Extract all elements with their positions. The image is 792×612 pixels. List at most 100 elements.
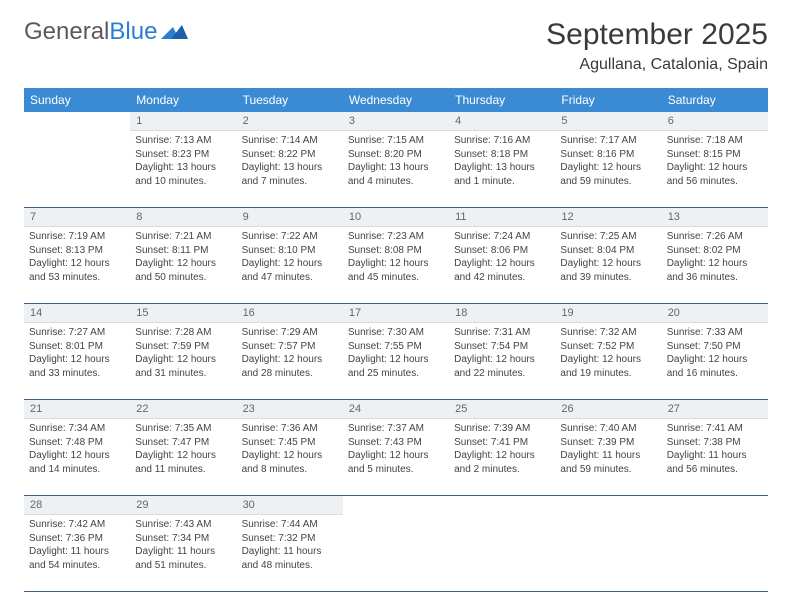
sunset-line: Sunset: 8:22 PM <box>242 148 338 162</box>
day-number: 2 <box>237 112 343 131</box>
sunset-line: Sunset: 7:48 PM <box>29 436 125 450</box>
week-content-row: Sunrise: 7:42 AMSunset: 7:36 PMDaylight:… <box>24 515 768 592</box>
calendar-body: 123456Sunrise: 7:13 AMSunset: 8:23 PMDay… <box>24 112 768 592</box>
daylight-line: and 59 minutes. <box>560 175 656 189</box>
sunrise-line: Sunrise: 7:37 AM <box>348 422 444 436</box>
daylight-line: and 54 minutes. <box>29 559 125 573</box>
weekday-header: Monday <box>130 88 236 112</box>
day-cell <box>343 515 449 592</box>
day-number: 17 <box>343 304 449 323</box>
day-cell: Sunrise: 7:13 AMSunset: 8:23 PMDaylight:… <box>130 131 236 208</box>
sunset-line: Sunset: 8:01 PM <box>29 340 125 354</box>
day-number-cell: 7 <box>24 208 130 228</box>
daylight-line: and 59 minutes. <box>560 463 656 477</box>
daylight-line: Daylight: 12 hours <box>135 353 231 367</box>
daylight-line: and 42 minutes. <box>454 271 550 285</box>
daylight-line: Daylight: 13 hours <box>242 161 338 175</box>
day-cell: Sunrise: 7:25 AMSunset: 8:04 PMDaylight:… <box>555 227 661 304</box>
weekday-header: Sunday <box>24 88 130 112</box>
brand-name: GeneralBlue <box>24 18 157 46</box>
sunset-line: Sunset: 7:47 PM <box>135 436 231 450</box>
daylight-line: and 8 minutes. <box>242 463 338 477</box>
day-number-cell: 8 <box>130 208 236 228</box>
day-number: 7 <box>24 208 130 227</box>
sunrise-line: Sunrise: 7:23 AM <box>348 230 444 244</box>
day-number-cell: 25 <box>449 400 555 420</box>
day-cell <box>449 515 555 592</box>
daylight-line: and 31 minutes. <box>135 367 231 381</box>
sunset-line: Sunset: 7:36 PM <box>29 532 125 546</box>
sunset-line: Sunset: 7:59 PM <box>135 340 231 354</box>
sunrise-line: Sunrise: 7:36 AM <box>242 422 338 436</box>
sunset-line: Sunset: 8:06 PM <box>454 244 550 258</box>
sunset-line: Sunset: 7:52 PM <box>560 340 656 354</box>
daylight-line: Daylight: 12 hours <box>348 257 444 271</box>
daylight-line: and 7 minutes. <box>242 175 338 189</box>
sunrise-line: Sunrise: 7:35 AM <box>135 422 231 436</box>
day-number: 28 <box>24 496 130 515</box>
daylight-line: Daylight: 11 hours <box>29 545 125 559</box>
sunset-line: Sunset: 8:18 PM <box>454 148 550 162</box>
brand-name-part1: General <box>24 18 109 45</box>
day-number-cell: 12 <box>555 208 661 228</box>
day-cell: Sunrise: 7:23 AMSunset: 8:08 PMDaylight:… <box>343 227 449 304</box>
day-cell: Sunrise: 7:40 AMSunset: 7:39 PMDaylight:… <box>555 419 661 496</box>
day-number-cell: 28 <box>24 496 130 516</box>
sunrise-line: Sunrise: 7:22 AM <box>242 230 338 244</box>
daylight-line: and 36 minutes. <box>667 271 763 285</box>
week-content-row: Sunrise: 7:34 AMSunset: 7:48 PMDaylight:… <box>24 419 768 496</box>
daylight-line: and 33 minutes. <box>29 367 125 381</box>
day-number-cell: 11 <box>449 208 555 228</box>
daylight-line: and 1 minute. <box>454 175 550 189</box>
daylight-line: Daylight: 12 hours <box>348 353 444 367</box>
day-number: 5 <box>555 112 661 131</box>
sunset-line: Sunset: 7:34 PM <box>135 532 231 546</box>
daylight-line: and 48 minutes. <box>242 559 338 573</box>
day-number-cell: 3 <box>343 112 449 131</box>
weekday-header: Friday <box>555 88 661 112</box>
day-number-cell: 5 <box>555 112 661 131</box>
day-number-cell: 10 <box>343 208 449 228</box>
day-number: 13 <box>662 208 768 227</box>
daylight-line: and 47 minutes. <box>242 271 338 285</box>
day-cell: Sunrise: 7:42 AMSunset: 7:36 PMDaylight:… <box>24 515 130 592</box>
daylight-line: and 45 minutes. <box>348 271 444 285</box>
sunrise-line: Sunrise: 7:31 AM <box>454 326 550 340</box>
day-cell: Sunrise: 7:44 AMSunset: 7:32 PMDaylight:… <box>237 515 343 592</box>
day-number-cell: 13 <box>662 208 768 228</box>
daylight-line: Daylight: 11 hours <box>560 449 656 463</box>
daylight-line: Daylight: 12 hours <box>454 257 550 271</box>
day-number: 9 <box>237 208 343 227</box>
day-number: 24 <box>343 400 449 419</box>
daylight-line: and 51 minutes. <box>135 559 231 573</box>
sunset-line: Sunset: 8:10 PM <box>242 244 338 258</box>
day-cell: Sunrise: 7:26 AMSunset: 8:02 PMDaylight:… <box>662 227 768 304</box>
day-number-cell: 29 <box>130 496 236 516</box>
daylight-line: and 50 minutes. <box>135 271 231 285</box>
sunrise-line: Sunrise: 7:28 AM <box>135 326 231 340</box>
day-cell: Sunrise: 7:14 AMSunset: 8:22 PMDaylight:… <box>237 131 343 208</box>
weekday-header: Thursday <box>449 88 555 112</box>
daylight-line: Daylight: 12 hours <box>560 353 656 367</box>
header: GeneralBlue September 2025 Agullana, Cat… <box>24 18 768 74</box>
daylight-line: and 56 minutes. <box>667 175 763 189</box>
day-number-cell <box>343 496 449 516</box>
day-number: 10 <box>343 208 449 227</box>
daylight-line: Daylight: 13 hours <box>454 161 550 175</box>
daylight-line: Daylight: 12 hours <box>454 353 550 367</box>
day-number-cell: 19 <box>555 304 661 324</box>
day-number-cell: 27 <box>662 400 768 420</box>
day-cell: Sunrise: 7:29 AMSunset: 7:57 PMDaylight:… <box>237 323 343 400</box>
sunset-line: Sunset: 7:55 PM <box>348 340 444 354</box>
sunrise-line: Sunrise: 7:34 AM <box>29 422 125 436</box>
sunrise-line: Sunrise: 7:44 AM <box>242 518 338 532</box>
sunrise-line: Sunrise: 7:32 AM <box>560 326 656 340</box>
day-number-cell: 22 <box>130 400 236 420</box>
day-cell <box>24 131 130 208</box>
daylight-line: Daylight: 12 hours <box>29 449 125 463</box>
flag-icon <box>161 22 189 42</box>
weekday-header: Saturday <box>662 88 768 112</box>
brand-logo: GeneralBlue <box>24 18 189 46</box>
week-daynum-row: 123456 <box>24 112 768 131</box>
location-label: Agullana, Catalonia, Spain <box>546 56 768 74</box>
